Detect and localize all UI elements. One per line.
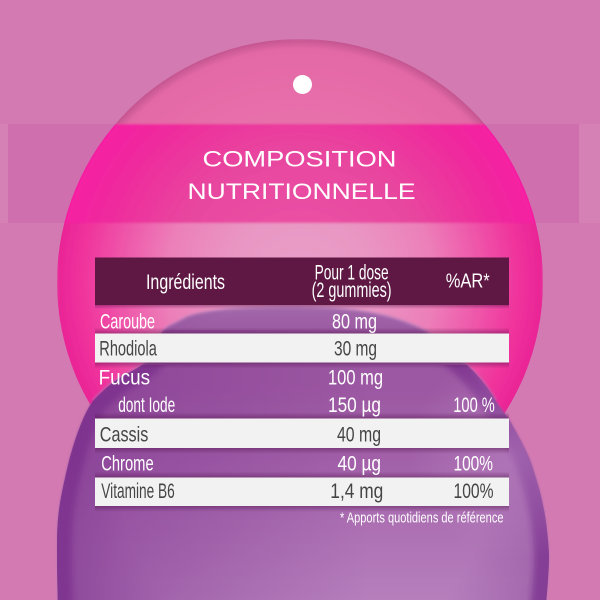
svg-text:40 µg: 40 µg [338,452,382,475]
svg-text:Vitamine B6: Vitamine B6 [101,480,175,503]
svg-text:Pour 1 dose: Pour 1 dose [315,260,389,284]
svg-text:100%: 100% [454,452,494,475]
svg-text:dont Iode: dont Iode [118,394,175,417]
svg-text:Ingrédients: Ingrédients [146,270,225,294]
svg-text:100 %: 100 % [453,394,495,417]
svg-text:Fucus: Fucus [99,366,151,389]
svg-text:1,4 mg: 1,4 mg [330,480,383,503]
svg-text:30 mg: 30 mg [334,338,377,361]
svg-text:%AR*: %AR* [446,271,490,293]
svg-text:NUTRITIONNELLE: NUTRITIONNELLE [188,179,416,204]
svg-text:Chrome: Chrome [101,452,154,475]
svg-text:40 mg: 40 mg [337,423,381,446]
svg-text:80 mg: 80 mg [332,311,377,334]
svg-text:Rhodiola: Rhodiola [99,338,157,361]
svg-text:100%: 100% [454,480,494,503]
svg-text:* Apports quotidiens de référe: * Apports quotidiens de référence [340,509,504,526]
svg-text:100 mg: 100 mg [328,366,383,389]
svg-text:(2 gummies): (2 gummies) [312,278,392,302]
svg-text:Cassis: Cassis [100,423,149,446]
svg-text:Caroube: Caroube [100,311,155,334]
svg-text:150 µg: 150 µg [328,394,381,417]
svg-text:COMPOSITION: COMPOSITION [203,147,397,172]
